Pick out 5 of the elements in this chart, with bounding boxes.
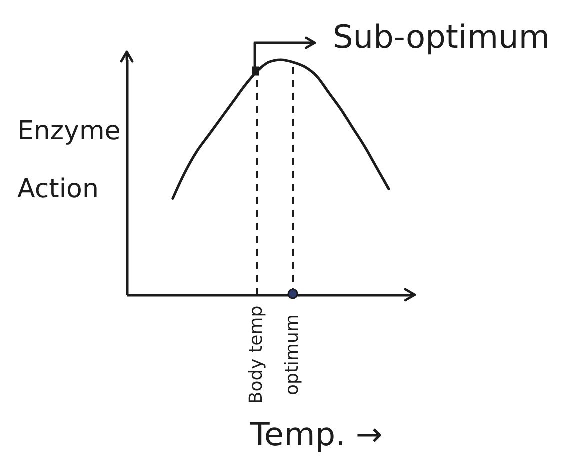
x-tick-label: Body temp (246, 306, 267, 404)
annotation: Sub-optimum (332, 18, 550, 56)
y-axis-title: Enzyme Action (18, 116, 121, 204)
x-axis-title: Temp. → (249, 416, 383, 454)
x-tick-label: optimum (282, 314, 304, 396)
